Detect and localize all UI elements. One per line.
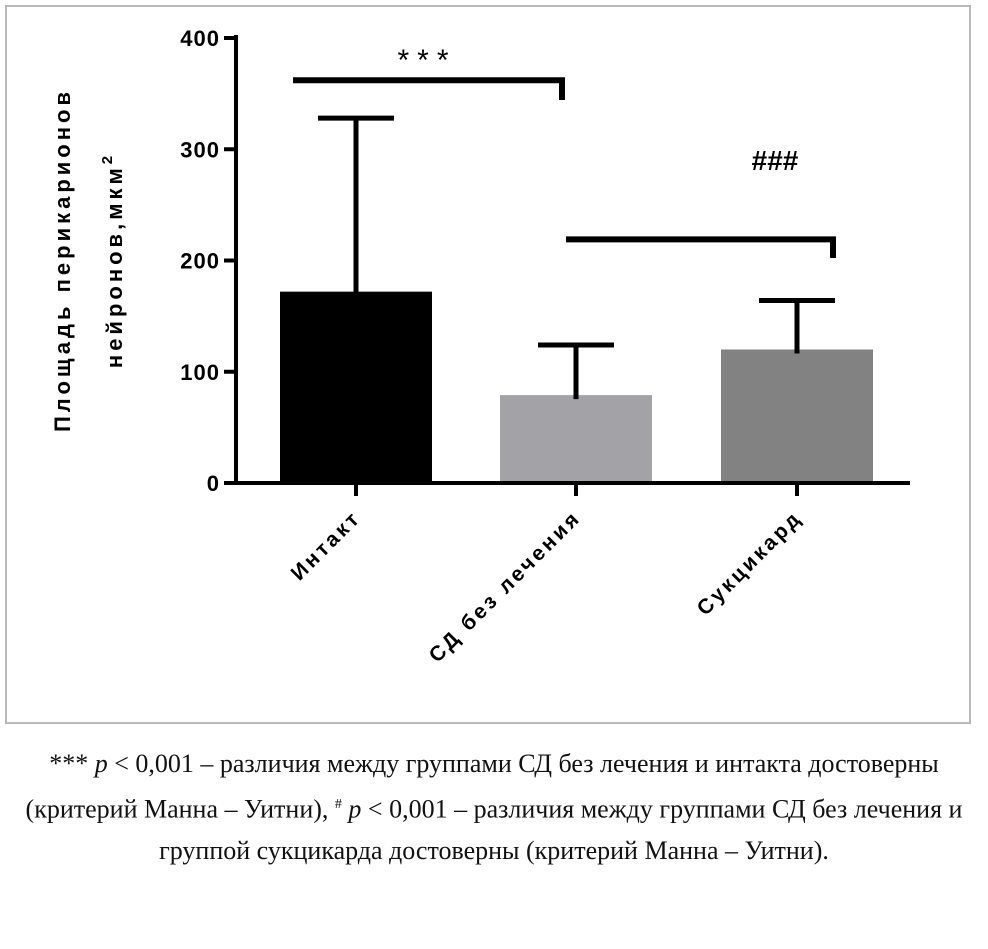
y-axis-label-2: нейронов,мкм2 <box>99 152 127 368</box>
y-axis-label-sup: 2 <box>99 152 116 164</box>
y-tick-label: 100 <box>180 360 220 385</box>
significance-bracket-0 <box>293 77 565 100</box>
y-axis-label: Площадь перикарионов <box>50 88 75 432</box>
caption-text-1: < 0,001 – различия между группами СД без… <box>25 749 939 824</box>
x-tick-label: СД без лечения <box>425 506 586 667</box>
caption-p: p <box>94 749 108 778</box>
y-tick-label: 300 <box>180 137 220 162</box>
x-tick-label: Сукцикард <box>693 506 807 620</box>
y-tick-label: 0 <box>207 471 220 496</box>
chart-frame <box>5 5 971 724</box>
significance-bracket-1 <box>566 236 836 258</box>
bar-0 <box>280 291 432 483</box>
y-tick-label: 400 <box>180 26 220 51</box>
caption-p: p <box>348 794 362 824</box>
bar-2 <box>721 349 873 483</box>
y-tick-label: 200 <box>180 249 220 274</box>
x-tick-label: Интакт <box>287 506 366 585</box>
significance-label-1: ### <box>752 145 799 176</box>
significance-label-0: *** <box>397 44 456 77</box>
bar-chart: 0 100 200 300 400 Интакт СД без лечения Сукцика… <box>50 26 910 667</box>
caption-stars: *** <box>49 749 95 778</box>
figure-caption: *** p < 0,001 – различия между группами … <box>0 743 988 871</box>
caption-hash: # <box>334 797 342 812</box>
caption-text-2: < 0,001 – различия между группами СД без… <box>159 794 963 865</box>
bar-1 <box>500 395 652 483</box>
